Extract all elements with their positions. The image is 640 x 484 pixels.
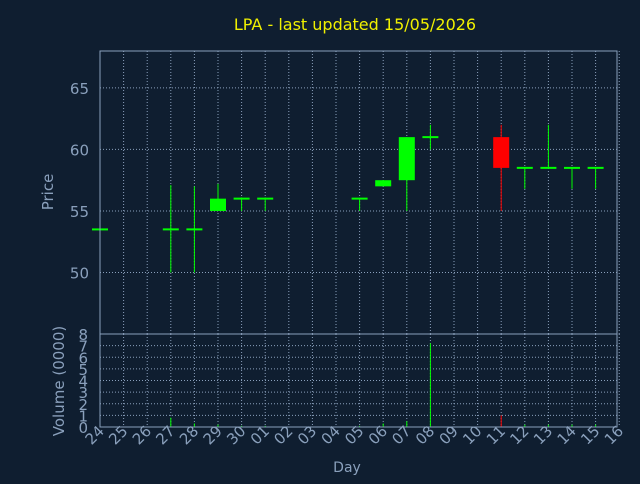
x-tick-label: 01 bbox=[247, 422, 273, 448]
volume-panel-frame bbox=[99, 333, 618, 428]
candle-body bbox=[493, 137, 510, 168]
x-tick-label: 02 bbox=[270, 422, 296, 448]
volume-tick-label: 2 bbox=[78, 396, 88, 414]
candle-body bbox=[210, 198, 226, 211]
x-tick-label: 28 bbox=[176, 422, 202, 448]
volume-tick-label: 3 bbox=[78, 384, 88, 402]
panel-frames bbox=[99, 50, 618, 428]
x-tick-label: 06 bbox=[365, 422, 391, 448]
volume-axis-label: Volume (0000) bbox=[50, 326, 68, 436]
x-tick-label: 03 bbox=[294, 422, 320, 448]
volume-tick-label: 7 bbox=[78, 338, 88, 356]
price-tick-label: 50 bbox=[70, 264, 89, 282]
x-tick-label: 15 bbox=[577, 422, 603, 448]
volume-tick-label: 8 bbox=[78, 326, 88, 344]
x-tick-label: 11 bbox=[483, 422, 509, 448]
x-axis-label: Day bbox=[333, 460, 361, 476]
volume-tick-label: 0 bbox=[78, 419, 88, 437]
x-tick-label: 14 bbox=[554, 422, 580, 448]
x-tick-label: 04 bbox=[318, 422, 344, 448]
x-tick-label: 30 bbox=[223, 422, 249, 448]
price-panel-frame bbox=[99, 50, 618, 335]
grid-layer bbox=[99, 51, 620, 428]
volume-tick-label: 5 bbox=[78, 361, 88, 379]
volume-tick-label: 4 bbox=[78, 373, 88, 391]
volume-tick-label: 1 bbox=[78, 407, 88, 425]
x-tick-label: 10 bbox=[459, 422, 485, 448]
x-tick-label: 09 bbox=[436, 422, 462, 448]
x-tick-label: 08 bbox=[412, 422, 438, 448]
price-axis-label: Price bbox=[39, 174, 57, 211]
volume-bars bbox=[99, 343, 597, 427]
x-tick-label: 27 bbox=[152, 422, 178, 448]
price-tick-label: 65 bbox=[70, 80, 89, 98]
x-tick-label: 29 bbox=[200, 422, 226, 448]
price-tick-label: 55 bbox=[70, 203, 89, 221]
x-tick-label: 07 bbox=[388, 422, 414, 448]
x-tick-label: 13 bbox=[530, 422, 556, 448]
x-tick-label: 25 bbox=[105, 422, 131, 448]
x-tick-label: 16 bbox=[601, 422, 627, 448]
candle-body bbox=[375, 180, 392, 187]
volume-tick-label: 6 bbox=[78, 349, 88, 367]
tick-labels: 5055606501234567824252627282930010203040… bbox=[70, 80, 627, 448]
price-tick-label: 60 bbox=[70, 141, 89, 159]
x-tick-label: 12 bbox=[506, 422, 532, 448]
x-tick-label: 05 bbox=[341, 422, 367, 448]
price-candles bbox=[92, 124, 604, 273]
chart-title: LPA - last updated 15/05/2026 bbox=[234, 15, 476, 34]
candle-body bbox=[398, 137, 415, 181]
x-tick-label: 26 bbox=[129, 422, 155, 448]
